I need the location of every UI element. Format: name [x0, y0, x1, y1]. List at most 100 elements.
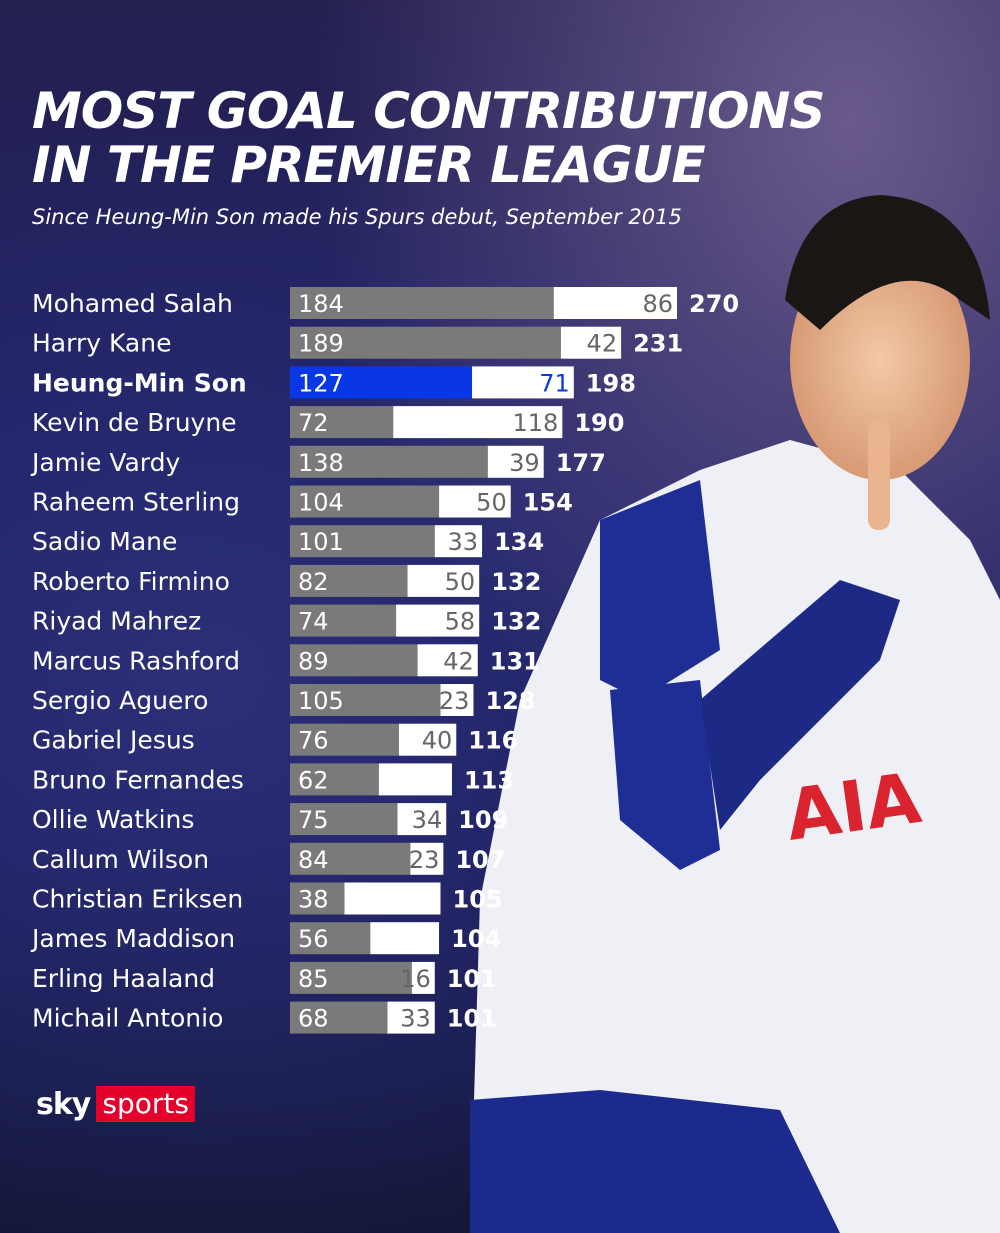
segment-1-label: 105: [298, 687, 344, 715]
bar-segment-1: [290, 287, 554, 319]
logo-sports-text: sports: [96, 1086, 195, 1122]
category-label: Mohamed Salah: [32, 289, 233, 318]
segment-1-label: 189: [298, 330, 344, 358]
bar-segment-2: [397, 803, 447, 836]
bar-segment-2: [370, 922, 440, 955]
bar-segment-1: [290, 922, 371, 955]
bar-segment-2: [378, 763, 452, 796]
total-label: 134: [494, 528, 544, 556]
bar-segment-2: [553, 287, 677, 319]
bar-segment-2: [396, 604, 480, 637]
category-label: Gabriel Jesus: [32, 726, 195, 755]
bar-segment-2: [560, 326, 622, 359]
bar-segment-1: [290, 723, 399, 756]
bar-segment-1: [290, 485, 440, 518]
bar-segment-1: [290, 1001, 388, 1034]
bar-segment-1: [290, 525, 435, 558]
chart-subtitle: Since Heung-Min Son made his Spurs debut…: [32, 205, 682, 229]
total-label: 132: [491, 568, 541, 596]
total-label: 128: [485, 687, 535, 715]
segment-2-label: 34: [412, 806, 443, 834]
sky-sports-logo: sky sports: [36, 1086, 195, 1122]
total-label: 101: [447, 965, 497, 993]
bar-segment-1: [290, 763, 379, 796]
category-label: Michail Antonio: [32, 1004, 223, 1033]
category-label: Riyad Mahrez: [32, 607, 201, 636]
segment-2-label: 42: [587, 330, 618, 358]
segment-1-label: 68: [298, 1005, 329, 1033]
bar-segment-2: [440, 684, 474, 716]
total-label: 270: [689, 290, 739, 318]
category-label: Raheem Sterling: [32, 488, 240, 517]
bar-segment-2: [434, 525, 483, 558]
bar-segment-2: [411, 961, 435, 994]
bar-segment-1: [290, 684, 441, 716]
category-label: Jamie Vardy: [30, 448, 181, 477]
category-label: Harry Kane: [32, 329, 171, 358]
bar-segment-2: [344, 882, 441, 915]
segment-1-label: 82: [298, 568, 329, 596]
total-label: 105: [453, 886, 503, 914]
bar-segment-1: [290, 406, 394, 439]
category-label: James Maddison: [30, 924, 235, 953]
total-label: 116: [468, 727, 518, 755]
total-label: 107: [455, 846, 505, 874]
bar-segment-1: [290, 644, 418, 677]
title-line-1: MOST GOAL CONTRIBUTIONS: [32, 82, 825, 140]
segment-2-label: 23: [439, 687, 470, 715]
segment-1-label: 76: [298, 727, 329, 755]
segment-1-label: 56: [298, 925, 329, 953]
title-line-2: IN THE PREMIER LEAGUE: [32, 136, 706, 194]
bar-segment-1: [290, 882, 345, 915]
segment-1-label: 74: [298, 608, 329, 636]
category-label: Erling Haaland: [32, 964, 215, 993]
bar-segment-2: [439, 485, 511, 518]
segment-1-label: 89: [298, 647, 329, 675]
segment-2-label: 40: [422, 727, 453, 755]
bar-segment-1: [290, 564, 408, 597]
segment-2-label: 50: [445, 568, 476, 596]
segment-2-label: 86: [642, 290, 673, 318]
segment-1-label: 84: [298, 846, 329, 874]
segment-2-label: 33: [400, 1005, 431, 1033]
category-label: Sergio Aguero: [32, 686, 208, 715]
bar-segment-1: [290, 842, 411, 875]
bar-segment-2: [387, 1001, 435, 1034]
segment-1-label: 72: [298, 409, 329, 437]
bar-segment-1: [290, 445, 488, 478]
total-label: 190: [574, 409, 624, 437]
total-label: 109: [458, 806, 508, 834]
svg-text:AIA: AIA: [781, 757, 926, 857]
total-label: 113: [464, 766, 514, 794]
bar-segment-1: [290, 366, 473, 399]
segment-2-label: 118: [513, 409, 559, 437]
segment-1-label: 62: [298, 766, 329, 794]
category-label: Bruno Fernandes: [32, 765, 244, 794]
bar-segment-2: [410, 842, 444, 875]
segment-1-label: 85: [298, 965, 329, 993]
segment-2-label: 50: [476, 489, 507, 517]
segment-1-label: 127: [298, 369, 344, 397]
category-label: Roberto Firmino: [32, 567, 230, 596]
total-label: 104: [451, 925, 501, 953]
total-label: 198: [586, 369, 636, 397]
total-label: 177: [556, 449, 606, 477]
segment-2-label: 42: [443, 647, 474, 675]
bar-segment-2: [398, 723, 457, 756]
bar-segment-1: [290, 961, 412, 994]
category-label: Sadio Mane: [32, 527, 177, 556]
bar-segment-1: [290, 803, 398, 836]
segment-2-label: 39: [509, 449, 540, 477]
bar-segment-1: [290, 326, 561, 359]
segment-2-label: 33: [448, 528, 479, 556]
segment-1-label: 38: [298, 886, 329, 914]
bar-segment-2: [487, 445, 544, 478]
bar-segment-1: [290, 604, 397, 637]
category-label: Marcus Rashford: [32, 646, 240, 675]
category-label: Callum Wilson: [32, 845, 209, 874]
segment-2-label: 58: [445, 608, 476, 636]
category-label: Kevin de Bruyne: [32, 408, 237, 437]
segment-1-label: 75: [298, 806, 329, 834]
category-label: Christian Eriksen: [32, 885, 243, 914]
